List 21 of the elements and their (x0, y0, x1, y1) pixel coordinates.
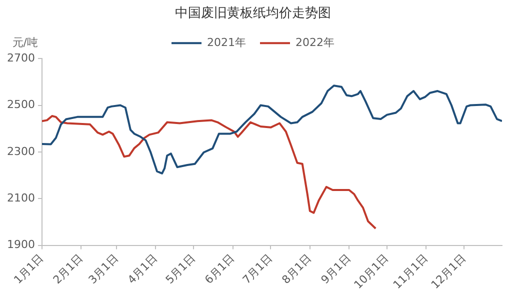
x-tick-label: 1月1日 (11, 252, 46, 287)
x-tick-label: 9月1日 (318, 252, 354, 287)
x-tick-label: 2月1日 (50, 252, 86, 287)
y-axis-title: 元/吨 (12, 36, 38, 49)
x-tick-label: 5月1日 (163, 252, 198, 287)
x-tick-label: 4月1日 (125, 252, 160, 287)
x-tick-label: 3月1日 (86, 252, 121, 287)
x-tick-label: 11月1日 (390, 252, 430, 292)
y-tick-label: 2500 (6, 98, 35, 112)
chart-title: 中国废旧黄板纸均价走势图 (175, 6, 331, 22)
y-tick-label: 2300 (6, 144, 35, 158)
y-tick-label: 2700 (6, 51, 35, 64)
x-tick-label: 6月1日 (202, 252, 237, 287)
legend-label: 2022年 (296, 36, 334, 49)
x-tick-label: 10月1日 (352, 252, 392, 292)
x-tick-label: 8月1日 (279, 252, 314, 287)
legend-label: 2021年 (207, 36, 246, 49)
x-tick-label: 7月1日 (240, 252, 275, 287)
y-tick-label: 2100 (6, 191, 35, 204)
x-tick-label: 12月1日 (428, 252, 468, 292)
y-tick-label: 1900 (6, 238, 35, 252)
